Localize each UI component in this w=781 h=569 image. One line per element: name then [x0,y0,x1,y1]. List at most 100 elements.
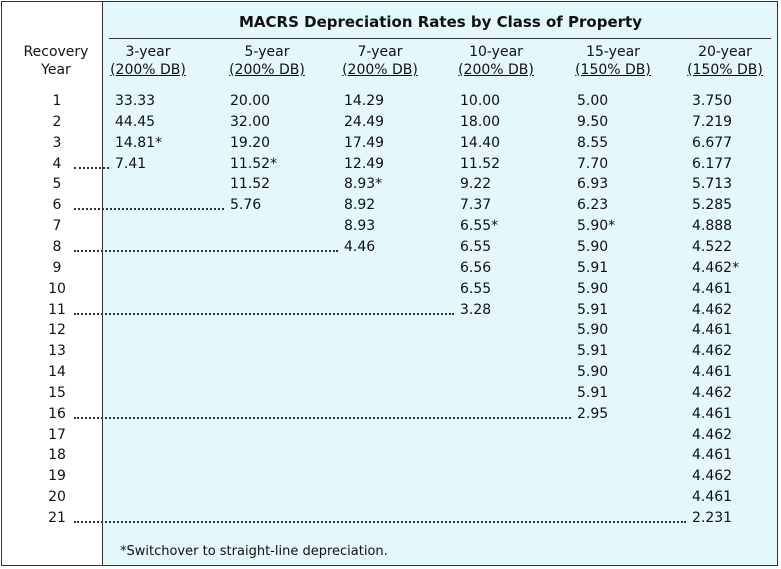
rate-cell: 5.285 [692,197,733,214]
rate-cell: 6.55 [460,280,492,297]
rate-cell: 7.70 [577,155,609,172]
column-header: 10-year (200% DB) [441,43,551,79]
rate-cell: 5.713 [692,176,733,193]
rate-cell: 4.462 [692,426,733,443]
rate-cell: 5.00 [577,93,609,109]
recovery-year: 19 [48,468,66,485]
rate-cell: 5.90 [577,238,609,255]
rate-cell: 11.52* [230,155,278,172]
rate-cell: 3.28 [460,301,492,318]
rate-cell: 4.461 [692,489,733,506]
recovery-year: 10 [48,280,66,297]
recovery-year-header-line1: Recovery [23,44,89,60]
rate-cell: 6.93 [577,176,609,193]
rate-cell: 9.22 [460,176,492,193]
column-header: 20-year (150% DB) [670,43,780,79]
column-header: 3-year (200% DB) [93,43,203,79]
rate-cell: 5.91 [577,343,609,360]
recovery-year: 8 [52,238,62,255]
recovery-year: 3 [52,134,62,151]
rate-cell: 4.461 [692,322,733,339]
column-header-class: 15-year [586,44,640,60]
rate-cell: 4.462 [692,468,733,485]
rate-cell: 5.91 [577,259,609,276]
column-header-class: 5-year [244,44,290,60]
recovery-year: 14 [48,364,66,381]
dotted-leader [74,312,454,315]
rate-cell: 19.20 [230,134,271,151]
dotted-leader [74,521,686,523]
column-header-method: (150% DB) [687,62,763,78]
rate-cell: 10.00 [460,93,501,109]
title-rule [109,38,771,39]
recovery-year: 7 [52,218,62,235]
rate-cell: 2.95 [577,405,609,422]
recovery-year: 1 [52,93,62,109]
dotted-leader [74,416,571,419]
rate-cell: 14.81* [115,134,163,151]
column-header-class: 3-year [125,44,171,60]
rate-cell: 3.750 [692,93,733,109]
rate-cell: 11.52 [230,176,271,193]
column-header: 5-year (200% DB) [212,43,322,79]
rate-cell: 12.49 [344,155,385,172]
rate-cell: 7.41 [115,155,147,172]
rate-cell: 14.29 [344,93,385,109]
rate-cell: 4.888 [692,218,733,235]
rate-cell: 8.93 [344,218,376,235]
rate-cell: 4.46 [344,238,376,255]
dotted-leader [74,249,338,252]
rate-cell: 7.37 [460,197,492,214]
rate-cell: 6.55 [460,238,492,255]
rate-cell: 4.462 [692,301,733,318]
rate-cell: 2.231 [692,510,733,526]
rate-cell: 4.461 [692,280,733,297]
rate-cell: 8.92 [344,197,376,214]
rate-cell: 5.90 [577,322,609,339]
rate-cell: 6.23 [577,197,609,214]
rate-cell: 11.52 [460,155,501,172]
rate-cell: 24.49 [344,113,385,130]
column-header-method: (150% DB) [575,62,651,78]
column-header: 15-year (150% DB) [558,43,668,79]
rate-cell: 4.522 [692,238,733,255]
recovery-year: 6 [52,197,62,214]
rate-cell: 6.177 [692,155,733,172]
rate-cell: 8.93* [344,176,383,193]
table-title: MACRS Depreciation Rates by Class of Pro… [239,13,642,31]
column-header: 7-year (200% DB) [325,43,435,79]
rate-cell: 14.40 [460,134,501,151]
rate-cell: 6.677 [692,134,733,151]
recovery-year: 21 [48,510,66,526]
column-header-method: (200% DB) [458,62,534,78]
rate-cell: 20.00 [230,93,271,109]
rate-cell: 5.76 [230,197,262,214]
rate-cell: 7.219 [692,113,733,130]
recovery-year: 4 [52,155,62,172]
rate-cell: 5.90* [577,218,616,235]
recovery-year: 18 [48,447,66,464]
recovery-year: 2 [52,113,62,130]
rate-cell: 4.462* [692,259,740,276]
recovery-year: 11 [48,301,66,318]
rate-cell: 4.461 [692,405,733,422]
recovery-year: 20 [48,489,66,506]
footnote: *Switchover to straight-line depreciatio… [120,544,388,559]
column-header-class: 7-year [357,44,403,60]
rate-cell: 4.462 [692,384,733,401]
recovery-year-header: Recovery Year [16,43,96,79]
recovery-year: 5 [52,176,62,193]
dotted-leader [74,208,224,211]
column-header-class: 10-year [469,44,523,60]
rate-cell: 5.90 [577,364,609,381]
rate-cell: 9.50 [577,113,609,130]
rate-cell: 4.462 [692,343,733,360]
rate-cell: 6.56 [460,259,492,276]
column-header-method: (200% DB) [229,62,305,78]
recovery-year: 9 [52,259,62,276]
column-header-method: (200% DB) [110,62,186,78]
table-body-shading [102,2,777,565]
recovery-year: 12 [48,322,66,339]
rate-cell: 18.00 [460,113,501,130]
